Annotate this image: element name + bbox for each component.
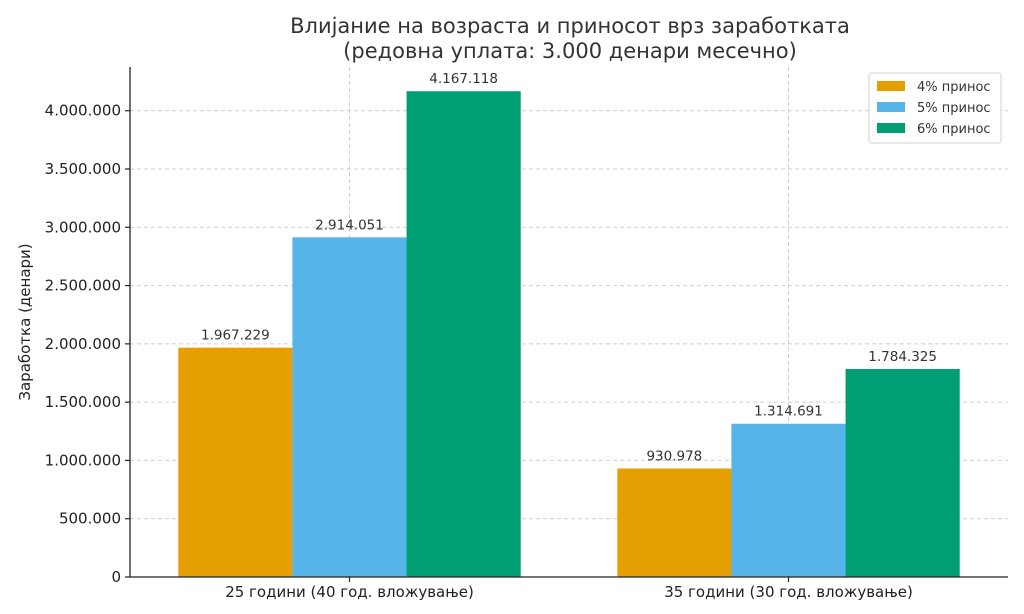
chart-title-line2: (редовна уплата: 3.000 денари месечно) xyxy=(343,39,797,63)
legend-label: 5% принос xyxy=(917,101,991,116)
y-tick-label: 2.500.000 xyxy=(45,277,121,295)
data-label: 1.967.229 xyxy=(201,328,270,344)
bars-layer: 1.967.229 2.914.051 4.167.118 930.978 1.314.… xyxy=(178,71,960,578)
legend: 4% принос 5% принос 6% принос xyxy=(868,72,1002,144)
data-label: 930.978 xyxy=(646,448,702,464)
x-tick-label: 25 години (40 год. вложување) xyxy=(225,583,474,601)
bar xyxy=(292,237,407,577)
y-tick-label: 2.000.000 xyxy=(45,335,121,353)
bar xyxy=(178,347,293,577)
bar xyxy=(845,368,960,577)
y-axis-label: Заработка (денари) xyxy=(16,243,34,400)
y-tick-label: 3.000.000 xyxy=(45,218,121,236)
data-label: 4.167.118 xyxy=(429,71,498,87)
legend-label: 4% принос xyxy=(917,80,991,95)
axes-layer: 0 500.000 1.000.000 1.500.000 2.000.000 2.500… xyxy=(45,67,1008,601)
data-label: 1.784.325 xyxy=(868,349,937,365)
legend-swatch xyxy=(877,123,905,133)
legend-swatch xyxy=(877,81,905,91)
y-tick-label: 3.500.000 xyxy=(45,160,121,178)
chart-title-line1: Влијание на возраста и приносот врз зара… xyxy=(290,14,850,38)
bar xyxy=(406,91,521,578)
bar xyxy=(617,468,732,577)
y-tick-label: 0 xyxy=(111,568,121,586)
y-tick-label: 1.500.000 xyxy=(45,393,121,411)
legend-label: 6% принос xyxy=(917,122,991,137)
x-tick-label: 35 години (30 год. вложување) xyxy=(664,583,913,601)
legend-swatch xyxy=(877,102,905,112)
y-tick-label: 1.000.000 xyxy=(45,451,121,469)
y-tick-label: 4.000.000 xyxy=(45,102,121,120)
data-label: 1.314.691 xyxy=(754,404,823,420)
data-label: 2.914.051 xyxy=(315,217,384,233)
bar xyxy=(731,423,846,577)
y-tick-label: 500.000 xyxy=(59,510,121,528)
